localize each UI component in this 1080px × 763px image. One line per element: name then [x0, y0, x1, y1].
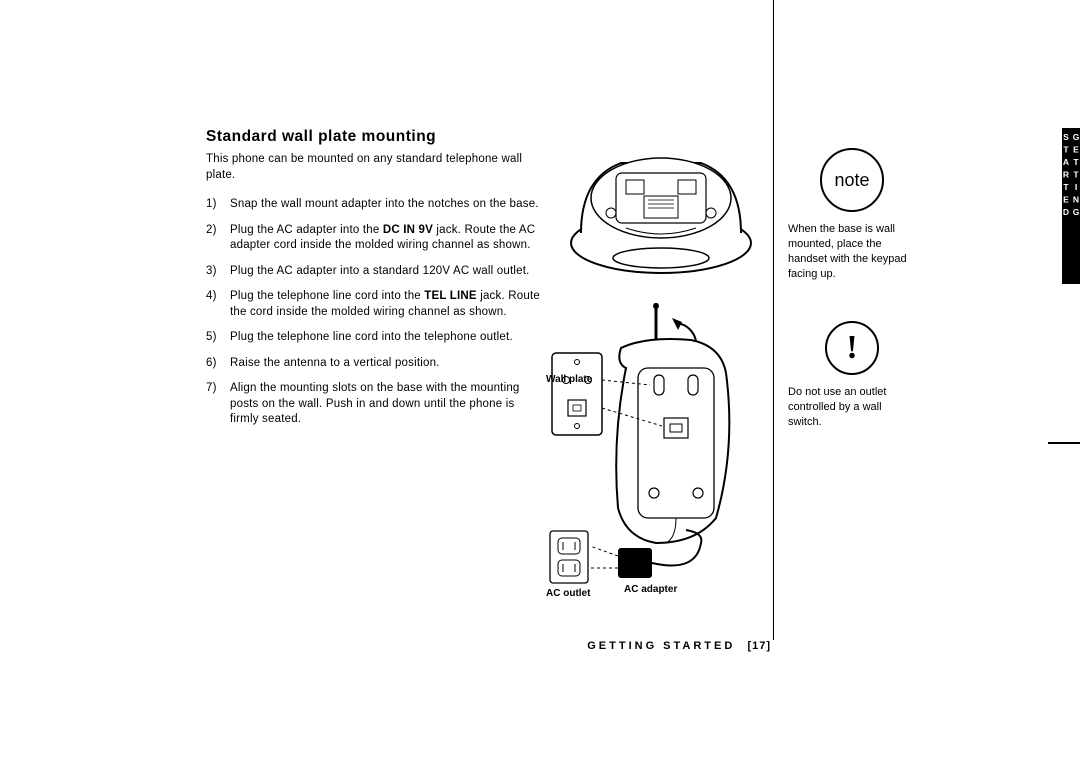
section-heading: Standard wall plate mounting — [206, 128, 546, 146]
step-text: Align the mounting slots on the base wit… — [230, 382, 520, 425]
wall-mount-illustration — [546, 298, 776, 598]
step-item: Raise the antenna to a vertical position… — [206, 356, 546, 372]
tab-tick — [1048, 442, 1080, 444]
ac-outlet-label: AC outlet — [546, 588, 590, 599]
instruction-list: Snap the wall mount adapter into the not… — [206, 197, 546, 428]
vertical-divider — [773, 0, 774, 640]
side-column: note When the base is wall mounted, plac… — [788, 148, 916, 470]
warning-icon: ! — [825, 321, 879, 375]
step-text: Raise the antenna to a vertical position… — [230, 357, 440, 369]
warning-text: Do not use an outlet controlled by a wal… — [788, 385, 916, 430]
intro-text: This phone can be mounted on any standar… — [206, 152, 546, 183]
step-item: Snap the wall mount adapter into the not… — [206, 197, 546, 213]
main-column: Standard wall plate mounting This phone … — [206, 128, 546, 438]
step-text: Plug the telephone line cord into the — [230, 290, 424, 302]
page-content: Standard wall plate mounting This phone … — [206, 128, 966, 668]
ac-adapter-label: AC adapter — [624, 584, 677, 595]
page-footer: GETTING STARTED [17] — [206, 640, 771, 652]
footer-section: GETTING STARTED — [587, 640, 735, 652]
step-item: Plug the telephone line cord into the te… — [206, 330, 546, 346]
step-text: Plug the telephone line cord into the te… — [230, 331, 513, 343]
step-item: Plug the AC adapter into the DC IN 9V ja… — [206, 223, 546, 254]
step-text: Plug the AC adapter into the — [230, 224, 383, 236]
note-text: When the base is wall mounted, place the… — [788, 222, 916, 281]
step-item: Plug the AC adapter into a standard 120V… — [206, 264, 546, 280]
step-bold: TEL LINE — [424, 290, 477, 302]
step-text: Snap the wall mount adapter into the not… — [230, 198, 539, 210]
base-bottom-illustration — [556, 128, 766, 278]
illustration-column: Wall plate AC outlet AC adapter — [546, 128, 776, 588]
step-item: Align the mounting slots on the base wit… — [206, 381, 546, 428]
note-icon: note — [820, 148, 884, 212]
section-tab: GETTING STARTED — [1062, 128, 1080, 284]
step-item: Plug the telephone line cord into the TE… — [206, 289, 546, 320]
footer-page-number: [17] — [747, 640, 771, 652]
step-text: Plug the AC adapter into a standard 120V… — [230, 265, 530, 277]
step-bold: DC IN 9V — [383, 224, 433, 236]
wall-plate-label: Wall plate — [546, 374, 592, 385]
